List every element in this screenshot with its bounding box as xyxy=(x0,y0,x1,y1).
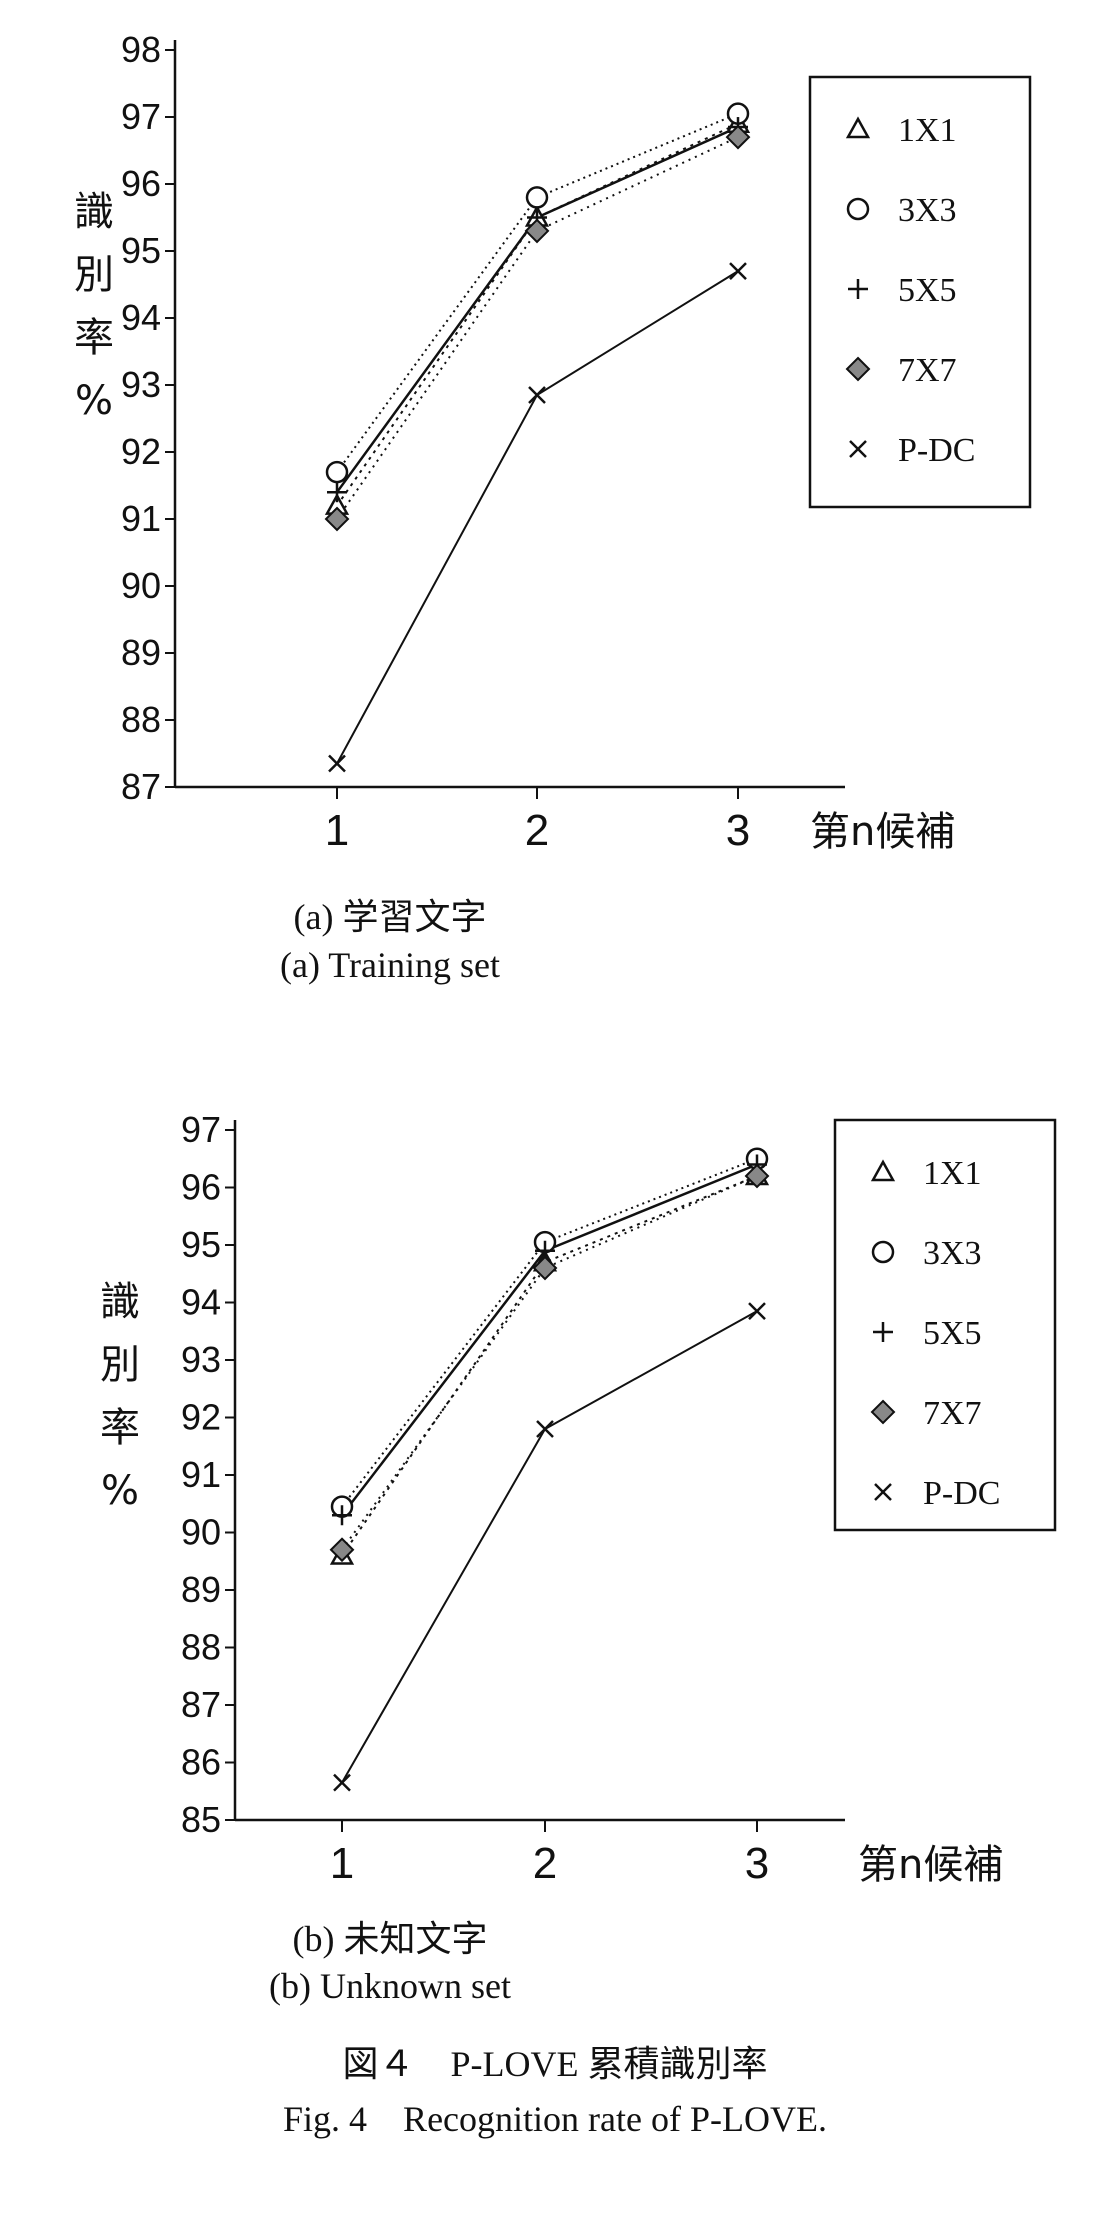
point-0-3-1 xyxy=(524,218,550,244)
x-tick-label-0-1: 2 xyxy=(525,806,549,855)
y-axis-label-char-0-3: % xyxy=(75,378,113,424)
figure-caption-ja: 図４ P-LOVE 累積識別率 xyxy=(342,2044,768,2084)
point-0-3-0 xyxy=(324,506,350,532)
legend-marker-1-0 xyxy=(870,1159,896,1182)
x-tick-label-0-0: 1 xyxy=(325,806,349,855)
legend-label-1-3: 7X7 xyxy=(923,1395,982,1432)
y-tick-label-1-1: 86 xyxy=(181,1742,221,1783)
y-tick-label-0-8: 95 xyxy=(121,230,161,271)
legend-marker-0-2 xyxy=(848,279,868,299)
x-tick-label-1-2: 3 xyxy=(745,1839,769,1888)
legend-label-1-4: P-DC xyxy=(923,1475,1000,1512)
y-tick-label-0-7: 94 xyxy=(121,297,161,338)
caption-b-en: (b) Unknown set xyxy=(269,1966,511,2006)
y-tick-label-1-10: 95 xyxy=(181,1224,221,1265)
series-line-1-2 xyxy=(341,1163,758,1517)
point-1-4-1 xyxy=(536,1420,554,1438)
point-0-2-0 xyxy=(327,482,347,503)
series-line-1-4 xyxy=(341,1310,758,1784)
y-tick-label-1-6: 91 xyxy=(181,1454,221,1495)
legend-box-1 xyxy=(833,1118,1057,1532)
legend-marker-0-1 xyxy=(846,197,870,221)
legend-label-0-1: 3X3 xyxy=(898,192,957,229)
y-tick-label-1-12: 97 xyxy=(181,1109,221,1150)
legend-label-1-1: 3X3 xyxy=(923,1235,982,1272)
y-tick-label-1-2: 87 xyxy=(181,1684,221,1725)
point-1-3-2 xyxy=(744,1163,770,1189)
x-axis-title-1: 第n候補 xyxy=(858,1842,1003,1888)
y-tick-label-1-9: 94 xyxy=(181,1282,221,1323)
point-1-3-1 xyxy=(532,1255,558,1281)
y-tick-label-1-8: 93 xyxy=(181,1339,221,1380)
y-axis-label-char-1-3: % xyxy=(101,1468,139,1514)
legend-marker-0-3 xyxy=(845,356,871,382)
series-line-0-4 xyxy=(336,270,739,765)
chart-unknown-set: 85 86 87 88 89 90 91 92 93 94 95 96 97 1 2 3 第n候補 識別率% 1X1… xyxy=(100,1109,1057,1888)
caption-a-ja: (a) 学習文字 xyxy=(293,897,487,937)
y-axis-label-char-0-1: 別 xyxy=(74,252,114,298)
x-tick-label-0-2: 3 xyxy=(726,806,750,855)
point-1-2-0 xyxy=(332,1505,352,1526)
point-0-4-2 xyxy=(729,262,747,280)
y-axis-label-char-0-2: 率 xyxy=(74,315,114,361)
legend-marker-1-4 xyxy=(874,1483,892,1501)
point-0-4-1 xyxy=(528,386,546,404)
y-tick-label-1-4: 89 xyxy=(181,1569,221,1610)
point-0-1-1 xyxy=(525,186,549,209)
x-axis-title-0: 第n候補 xyxy=(810,809,955,855)
y-tick-label-0-5: 92 xyxy=(121,431,161,472)
y-tick-label-0-11: 98 xyxy=(121,29,161,70)
point-1-3-0 xyxy=(329,1537,355,1563)
legend-marker-1-3 xyxy=(870,1399,896,1425)
chart-training-set: 87 88 89 90 91 92 93 94 95 96 97 98 1 2 3 第n候補 識別率% 1X1 3X… xyxy=(74,29,1032,855)
x-tick-label-1-1: 2 xyxy=(533,1839,557,1888)
point-1-4-2 xyxy=(748,1302,766,1321)
y-axis-label-char-1-1: 別 xyxy=(100,1342,140,1388)
legend-label-0-3: 7X7 xyxy=(898,352,957,389)
caption-a-en: (a) Training set xyxy=(280,945,500,985)
legend-label-0-4: P-DC xyxy=(898,432,975,469)
y-tick-label-0-3: 90 xyxy=(121,565,161,606)
y-tick-label-0-4: 91 xyxy=(121,498,161,539)
point-0-4-0 xyxy=(328,754,346,773)
y-tick-label-1-5: 90 xyxy=(181,1512,221,1553)
legend-marker-1-1 xyxy=(871,1240,895,1264)
series-line-1-1 xyxy=(341,1157,758,1508)
y-tick-label-1-7: 92 xyxy=(181,1397,221,1438)
y-axis-label-char-0-0: 識 xyxy=(74,189,114,235)
y-axis-label-char-1-2: 率 xyxy=(100,1405,140,1451)
figure-caption-en: Fig. 4 Recognition rate of P-LOVE. xyxy=(283,2099,827,2139)
series-line-0-2 xyxy=(335,125,739,493)
y-tick-label-1-3: 88 xyxy=(181,1627,221,1668)
legend-marker-0-0 xyxy=(845,116,871,139)
legend-label-1-0: 1X1 xyxy=(923,1155,982,1192)
y-tick-label-0-10: 97 xyxy=(121,96,161,137)
x-tick-label-1-0: 1 xyxy=(330,1839,354,1888)
series-line-0-0 xyxy=(336,122,739,507)
point-0-3-2 xyxy=(725,124,751,150)
point-1-4-0 xyxy=(333,1773,351,1792)
y-axis-label-char-1-0: 識 xyxy=(100,1279,140,1325)
legend-label-1-2: 5X5 xyxy=(923,1315,982,1352)
point-0-1-0 xyxy=(325,460,349,484)
legend-label-0-2: 5X5 xyxy=(898,272,957,309)
caption-b-ja: (b) 未知文字 xyxy=(292,1919,488,1959)
y-tick-label-0-9: 96 xyxy=(121,163,161,204)
y-tick-label-0-2: 89 xyxy=(121,632,161,673)
y-tick-label-1-11: 96 xyxy=(181,1167,221,1208)
legend-marker-0-4 xyxy=(849,440,867,458)
legend-marker-1-2 xyxy=(873,1322,893,1342)
y-tick-label-1-0: 85 xyxy=(181,1799,221,1840)
legend-box-0 xyxy=(808,75,1032,509)
y-tick-label-0-0: 87 xyxy=(121,766,161,807)
y-tick-label-0-6: 93 xyxy=(121,364,161,405)
y-tick-label-0-1: 88 xyxy=(121,699,161,740)
legend-label-0-0: 1X1 xyxy=(898,112,957,149)
